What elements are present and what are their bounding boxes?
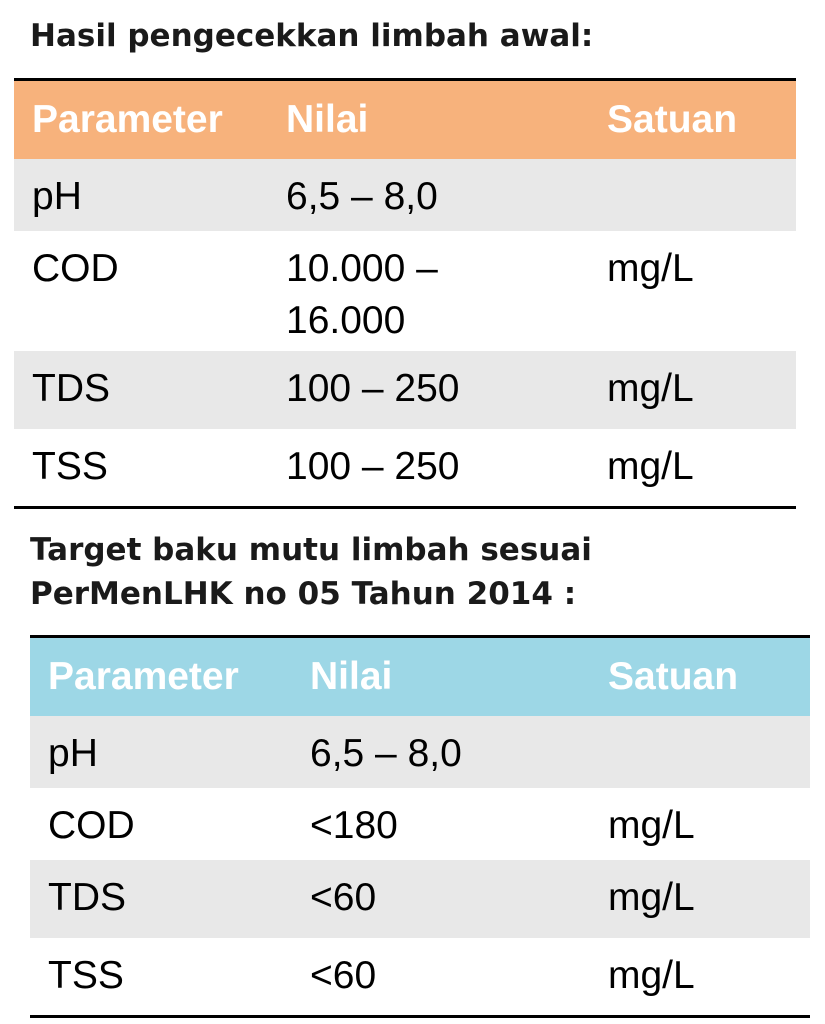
parameter-cell: pH — [14, 159, 269, 231]
column-header-nilai: Nilai — [269, 79, 551, 159]
column-header-parameter: Parameter — [14, 79, 269, 159]
value-cell: 6,5 – 8,0 — [292, 716, 588, 788]
value-cell: <60 — [292, 860, 588, 938]
target-heading-line-2: PerMenLHK no 05 Tahun 2014 : — [30, 576, 577, 612]
initial-waste-heading: Hasil pengecekkan limbah awal: — [30, 18, 594, 54]
column-header-nilai: Nilai — [292, 636, 588, 716]
value-cell: 100 – 250 — [269, 351, 551, 429]
unit-cell: mg/L — [588, 860, 810, 938]
unit-cell: mg/L — [608, 804, 695, 847]
parameter-cell: COD — [48, 804, 135, 847]
unit-cell — [588, 716, 810, 788]
value-cell: 6,5 – 8,0 — [269, 159, 551, 231]
unit-cell: mg/L — [607, 247, 694, 290]
table-row: TDS 100 – 250 mg/L — [14, 351, 796, 429]
unit-cell: mg/L — [608, 954, 695, 997]
table-row: pH 6,5 – 8,0 — [14, 159, 796, 231]
table-row: pH 6,5 – 8,0 — [30, 716, 810, 788]
table-row: TDS <60 mg/L — [30, 860, 810, 938]
column-header-satuan: Satuan — [551, 79, 796, 159]
table-header-row: Parameter Nilai Satuan — [30, 636, 810, 716]
unit-cell: mg/L — [607, 445, 694, 488]
table-row: COD 10.000 – 16.000 mg/L — [14, 231, 796, 351]
target-standard-heading: Target baku mutu limbah sesuai PerMenLHK… — [30, 528, 592, 616]
value-cell: 100 – 250 — [286, 445, 460, 488]
table-row: COD <180 mg/L — [30, 788, 810, 860]
unit-cell: mg/L — [551, 351, 796, 429]
value-cell: <180 — [310, 804, 398, 847]
unit-cell — [551, 159, 796, 231]
table-row: TSS <60 mg/L — [30, 938, 810, 1016]
initial-waste-table: Parameter Nilai Satuan pH 6,5 – 8,0 COD … — [14, 78, 796, 509]
parameter-cell: TSS — [48, 954, 124, 997]
table-row: TSS 100 – 250 mg/L — [14, 429, 796, 507]
parameter-cell: pH — [30, 716, 292, 788]
parameter-cell: TDS — [30, 860, 292, 938]
value-cell: <60 — [310, 954, 377, 997]
parameter-cell: TSS — [32, 445, 108, 488]
target-heading-line-1: Target baku mutu limbah sesuai — [30, 532, 592, 568]
column-header-satuan: Satuan — [588, 636, 810, 716]
parameter-cell: TDS — [14, 351, 269, 429]
target-standard-table: Parameter Nilai Satuan pH 6,5 – 8,0 COD … — [30, 635, 810, 1018]
table-header-row: Parameter Nilai Satuan — [14, 79, 796, 159]
parameter-cell: COD — [32, 247, 119, 290]
column-header-parameter: Parameter — [30, 636, 292, 716]
value-cell: 10.000 – 16.000 — [286, 247, 438, 342]
